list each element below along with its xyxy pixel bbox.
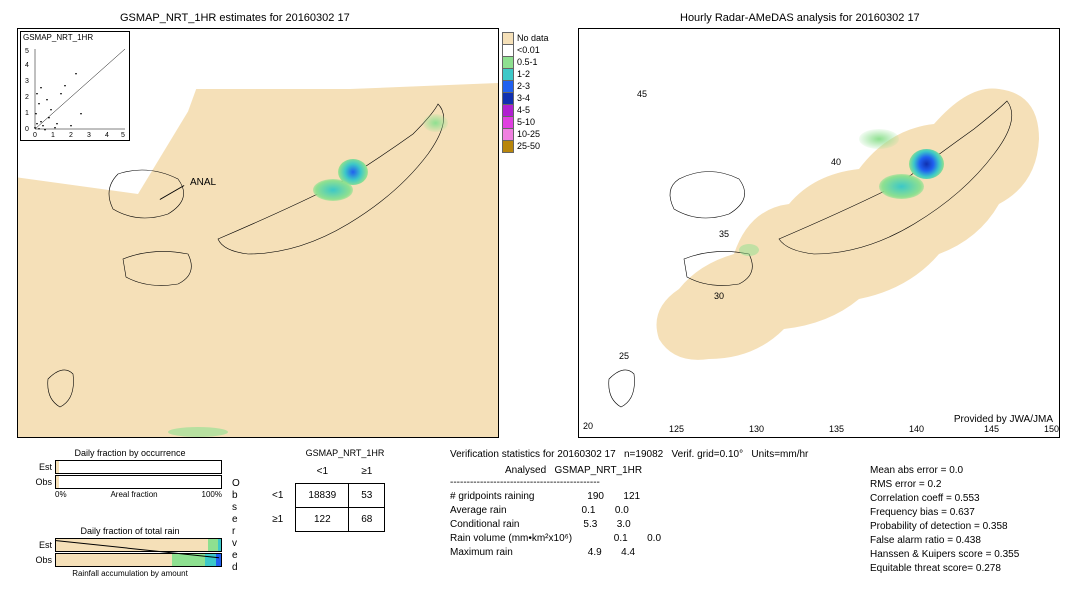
svg-text:4: 4 — [105, 132, 109, 139]
lat-35: 35 — [719, 229, 729, 239]
right-map-title: Hourly Radar-AMeDAS analysis for 2016030… — [680, 12, 920, 24]
contingency-table: <1 ≥1 <1 18839 53 ≥1 122 68 — [260, 460, 385, 532]
stats-header: Verification statistics for 20160302 17 … — [450, 448, 808, 462]
svg-text:5: 5 — [25, 48, 29, 55]
inset-title: GSMAP_NRT_1HR — [21, 32, 129, 43]
rain-spot — [859, 129, 899, 149]
lon-130: 130 — [749, 424, 764, 434]
stats-cols: Analysed GSMAP_NRT_1HR — [450, 464, 642, 478]
right-map-panel: 20 25 30 35 40 45 125 130 135 140 145 15… — [578, 28, 1060, 438]
cont-cell-11: 68 — [349, 508, 385, 532]
left-map-title: GSMAP_NRT_1HR estimates for 20160302 17 — [120, 12, 350, 24]
legend-item: 1-2 — [502, 68, 549, 80]
legend-item: 0.5-1 — [502, 56, 549, 68]
svg-text:5: 5 — [121, 132, 125, 139]
lat-20: 20 — [583, 421, 593, 431]
cont-cell-10: 122 — [296, 508, 349, 532]
rain-spot — [879, 174, 924, 199]
lon-145: 145 — [984, 424, 999, 434]
stats-dash: ----------------------------------------… — [450, 476, 600, 490]
svg-text:0: 0 — [25, 126, 29, 133]
lon-140: 140 — [909, 424, 924, 434]
observed-label: Observed — [232, 478, 240, 574]
right-map-coverage — [579, 29, 1059, 437]
svg-text:3: 3 — [25, 78, 29, 85]
svg-text:2: 2 — [25, 94, 29, 101]
rain-spot — [168, 427, 228, 437]
cont-row1: <1 — [260, 484, 296, 508]
stats-rows: # gridpoints raining 190 121 Average rai… — [450, 490, 661, 560]
provided-label: Provided by JWA/JMA — [954, 414, 1053, 425]
color-legend: No data<0.010.5-11-22-33-44-55-1010-2525… — [502, 32, 549, 152]
left-map-panel: ANAL GSMAP_NRT_1HR 0 1 2 3 4 5 0 1 2 3 4 5 — [17, 28, 499, 438]
svg-text:0: 0 — [33, 132, 37, 139]
frac-tot-footer: Rainfall accumulation by amount — [30, 569, 230, 578]
lon-150: 150 — [1044, 424, 1059, 434]
svg-text:2: 2 — [69, 132, 73, 139]
svg-text:4: 4 — [25, 62, 29, 69]
anal-label: ANAL — [190, 177, 216, 188]
lat-25: 25 — [619, 351, 629, 361]
legend-item: 5-10 — [502, 116, 549, 128]
frac-bar-row: Est — [30, 460, 230, 474]
legend-item: <0.01 — [502, 44, 549, 56]
svg-text:1: 1 — [51, 132, 55, 139]
legend-item: 4-5 — [502, 104, 549, 116]
cont-row2: ≥1 — [260, 508, 296, 532]
cont-col1: <1 — [296, 460, 349, 484]
lat-40: 40 — [831, 157, 841, 167]
fraction-occurrence: Daily fraction by occurrence EstObs 0% A… — [30, 448, 230, 499]
lon-125: 125 — [669, 424, 684, 434]
legend-item: 25-50 — [502, 140, 549, 152]
rain-spot — [739, 244, 759, 256]
cont-title: GSMAP_NRT_1HR — [260, 448, 430, 458]
occ-axis-right: 100% — [202, 490, 222, 499]
fraction-total: Daily fraction of total rain EstObs Rain… — [30, 526, 230, 580]
rain-spot — [909, 149, 944, 179]
lon-135: 135 — [829, 424, 844, 434]
cont-col2: ≥1 — [349, 460, 385, 484]
lat-45: 45 — [637, 89, 647, 99]
occ-axis-mid: Areal fraction — [110, 490, 157, 499]
legend-item: No data — [502, 32, 549, 44]
lat-30: 30 — [714, 291, 724, 301]
legend-item: 3-4 — [502, 92, 549, 104]
stats-metrics: Mean abs error = 0.0 RMS error = 0.2 Cor… — [870, 464, 1019, 576]
occ-axis-left: 0% — [55, 490, 67, 499]
frac-occ-title: Daily fraction by occurrence — [30, 448, 230, 458]
svg-text:1: 1 — [25, 110, 29, 117]
frac-tot-title: Daily fraction of total rain — [30, 526, 230, 536]
frac-bar-row: Obs — [30, 475, 230, 489]
legend-item: 10-25 — [502, 128, 549, 140]
legend-item: 2-3 — [502, 80, 549, 92]
rain-spot — [313, 179, 353, 201]
rain-spot — [423, 114, 448, 132]
svg-text:3: 3 — [87, 132, 91, 139]
cont-cell-01: 53 — [349, 484, 385, 508]
inset-scatter: GSMAP_NRT_1HR 0 1 2 3 4 5 0 1 2 3 4 5 — [20, 31, 130, 141]
cont-cell-00: 18839 — [296, 484, 349, 508]
